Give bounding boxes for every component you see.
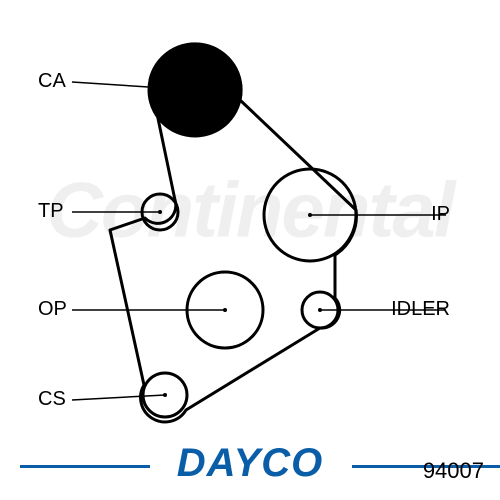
pulley-centers [158, 210, 322, 397]
brand-line-left [20, 465, 150, 468]
leader-lines [72, 82, 446, 400]
label-idler: IDLER [391, 298, 450, 321]
part-number: 94007 [423, 458, 484, 484]
brand-logo-text: DAYCO [177, 441, 323, 486]
leader-cs [72, 395, 165, 400]
diagram-stage: Continental CA TP IP OP IDL [0, 0, 500, 500]
label-cs: CS [38, 388, 66, 411]
label-op: OP [38, 298, 67, 321]
label-ca: CA [38, 70, 66, 93]
brand-row: DAYCO 94007 [0, 430, 500, 490]
label-tp: TP [38, 200, 64, 223]
belt-routing-svg [0, 0, 500, 450]
label-ip: IP [431, 203, 450, 226]
